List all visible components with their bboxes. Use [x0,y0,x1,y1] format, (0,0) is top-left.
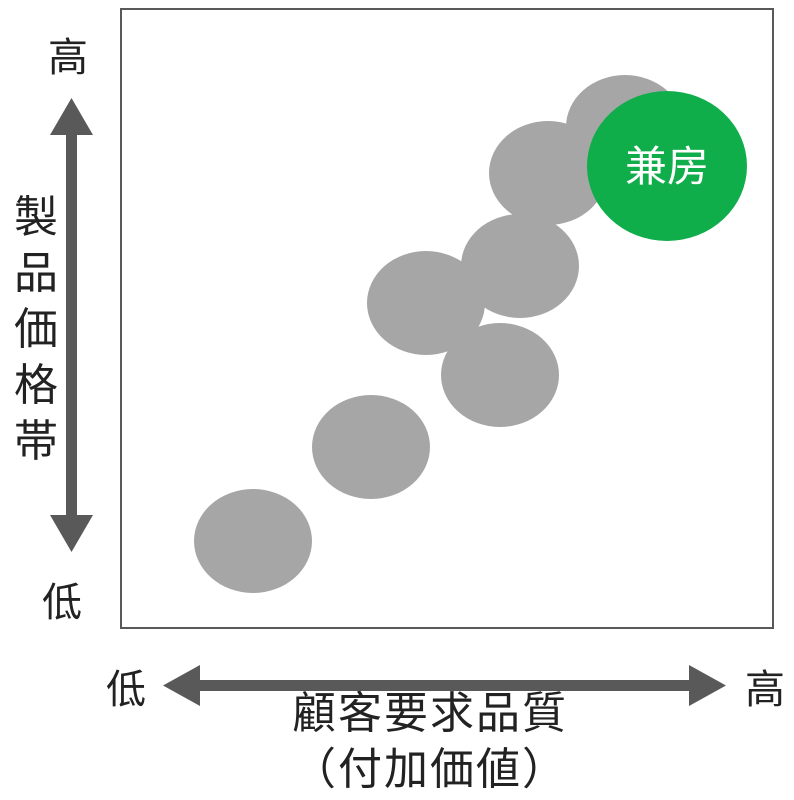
kanefusa-bubble [587,91,747,241]
y-axis-high-label: 高 [48,35,88,81]
x-axis-high-label: 高 [745,667,785,713]
y-axis-low-label: 低 [42,580,82,626]
competitor-bubble [194,489,312,593]
competitor-bubble [367,251,485,355]
x-axis-arrow [163,665,726,706]
y-axis-arrow [50,98,93,552]
competitor-bubble [312,395,430,499]
y-axis-title: 製品価格帯 [14,192,58,467]
competitor-bubble [461,214,579,318]
competitor-bubbles [194,75,684,593]
competitor-bubble [441,323,559,427]
x-axis-low-label: 低 [106,667,146,713]
x-axis-title: 顧客要求品質 [292,688,568,739]
x-axis-subtitle: （付加価値） [292,744,568,795]
kanefusa-label: 兼房 [625,142,709,191]
